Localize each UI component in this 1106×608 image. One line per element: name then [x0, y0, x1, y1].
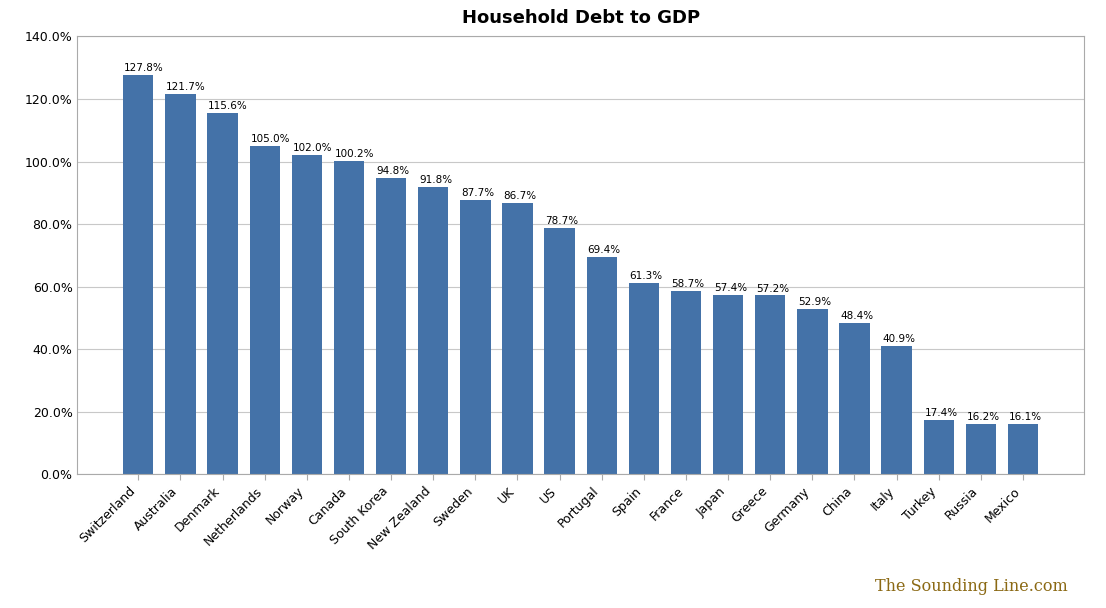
Bar — [797, 309, 827, 474]
Bar — [502, 203, 533, 474]
Text: 115.6%: 115.6% — [208, 101, 248, 111]
Text: The Sounding Line.com: The Sounding Line.com — [875, 578, 1067, 595]
Bar — [123, 75, 154, 474]
Bar — [544, 228, 575, 474]
Bar — [628, 283, 659, 474]
Text: 57.4%: 57.4% — [713, 283, 747, 293]
Text: 61.3%: 61.3% — [629, 271, 662, 281]
Text: 105.0%: 105.0% — [250, 134, 290, 144]
Bar — [924, 420, 953, 474]
Text: 102.0%: 102.0% — [292, 143, 332, 153]
Text: 87.7%: 87.7% — [461, 188, 494, 198]
Bar — [334, 161, 364, 474]
Bar — [755, 295, 785, 474]
Text: 78.7%: 78.7% — [545, 216, 578, 226]
Bar — [1008, 424, 1039, 474]
Bar — [839, 323, 869, 474]
Text: 69.4%: 69.4% — [587, 246, 620, 255]
Bar — [586, 257, 617, 474]
Bar — [292, 155, 322, 474]
Text: 86.7%: 86.7% — [503, 192, 536, 201]
Text: 91.8%: 91.8% — [419, 175, 452, 185]
Text: 16.1%: 16.1% — [1009, 412, 1042, 422]
Bar — [376, 178, 406, 474]
Text: 40.9%: 40.9% — [883, 334, 916, 345]
Bar — [460, 200, 490, 474]
Bar — [966, 424, 997, 474]
Text: 58.7%: 58.7% — [671, 279, 705, 289]
Title: Household Debt to GDP: Household Debt to GDP — [461, 9, 700, 27]
Text: 94.8%: 94.8% — [377, 166, 410, 176]
Text: 127.8%: 127.8% — [124, 63, 164, 73]
Text: 48.4%: 48.4% — [841, 311, 874, 321]
Text: 100.2%: 100.2% — [335, 149, 374, 159]
Bar — [671, 291, 701, 474]
Text: 52.9%: 52.9% — [799, 297, 831, 307]
Bar — [418, 187, 448, 474]
Bar — [250, 146, 280, 474]
Text: 121.7%: 121.7% — [166, 82, 206, 92]
Bar — [881, 347, 911, 474]
Bar — [713, 295, 743, 474]
Text: 17.4%: 17.4% — [925, 408, 958, 418]
Bar — [208, 112, 238, 474]
Bar — [165, 94, 196, 474]
Text: 57.2%: 57.2% — [755, 283, 789, 294]
Text: 16.2%: 16.2% — [967, 412, 1000, 422]
